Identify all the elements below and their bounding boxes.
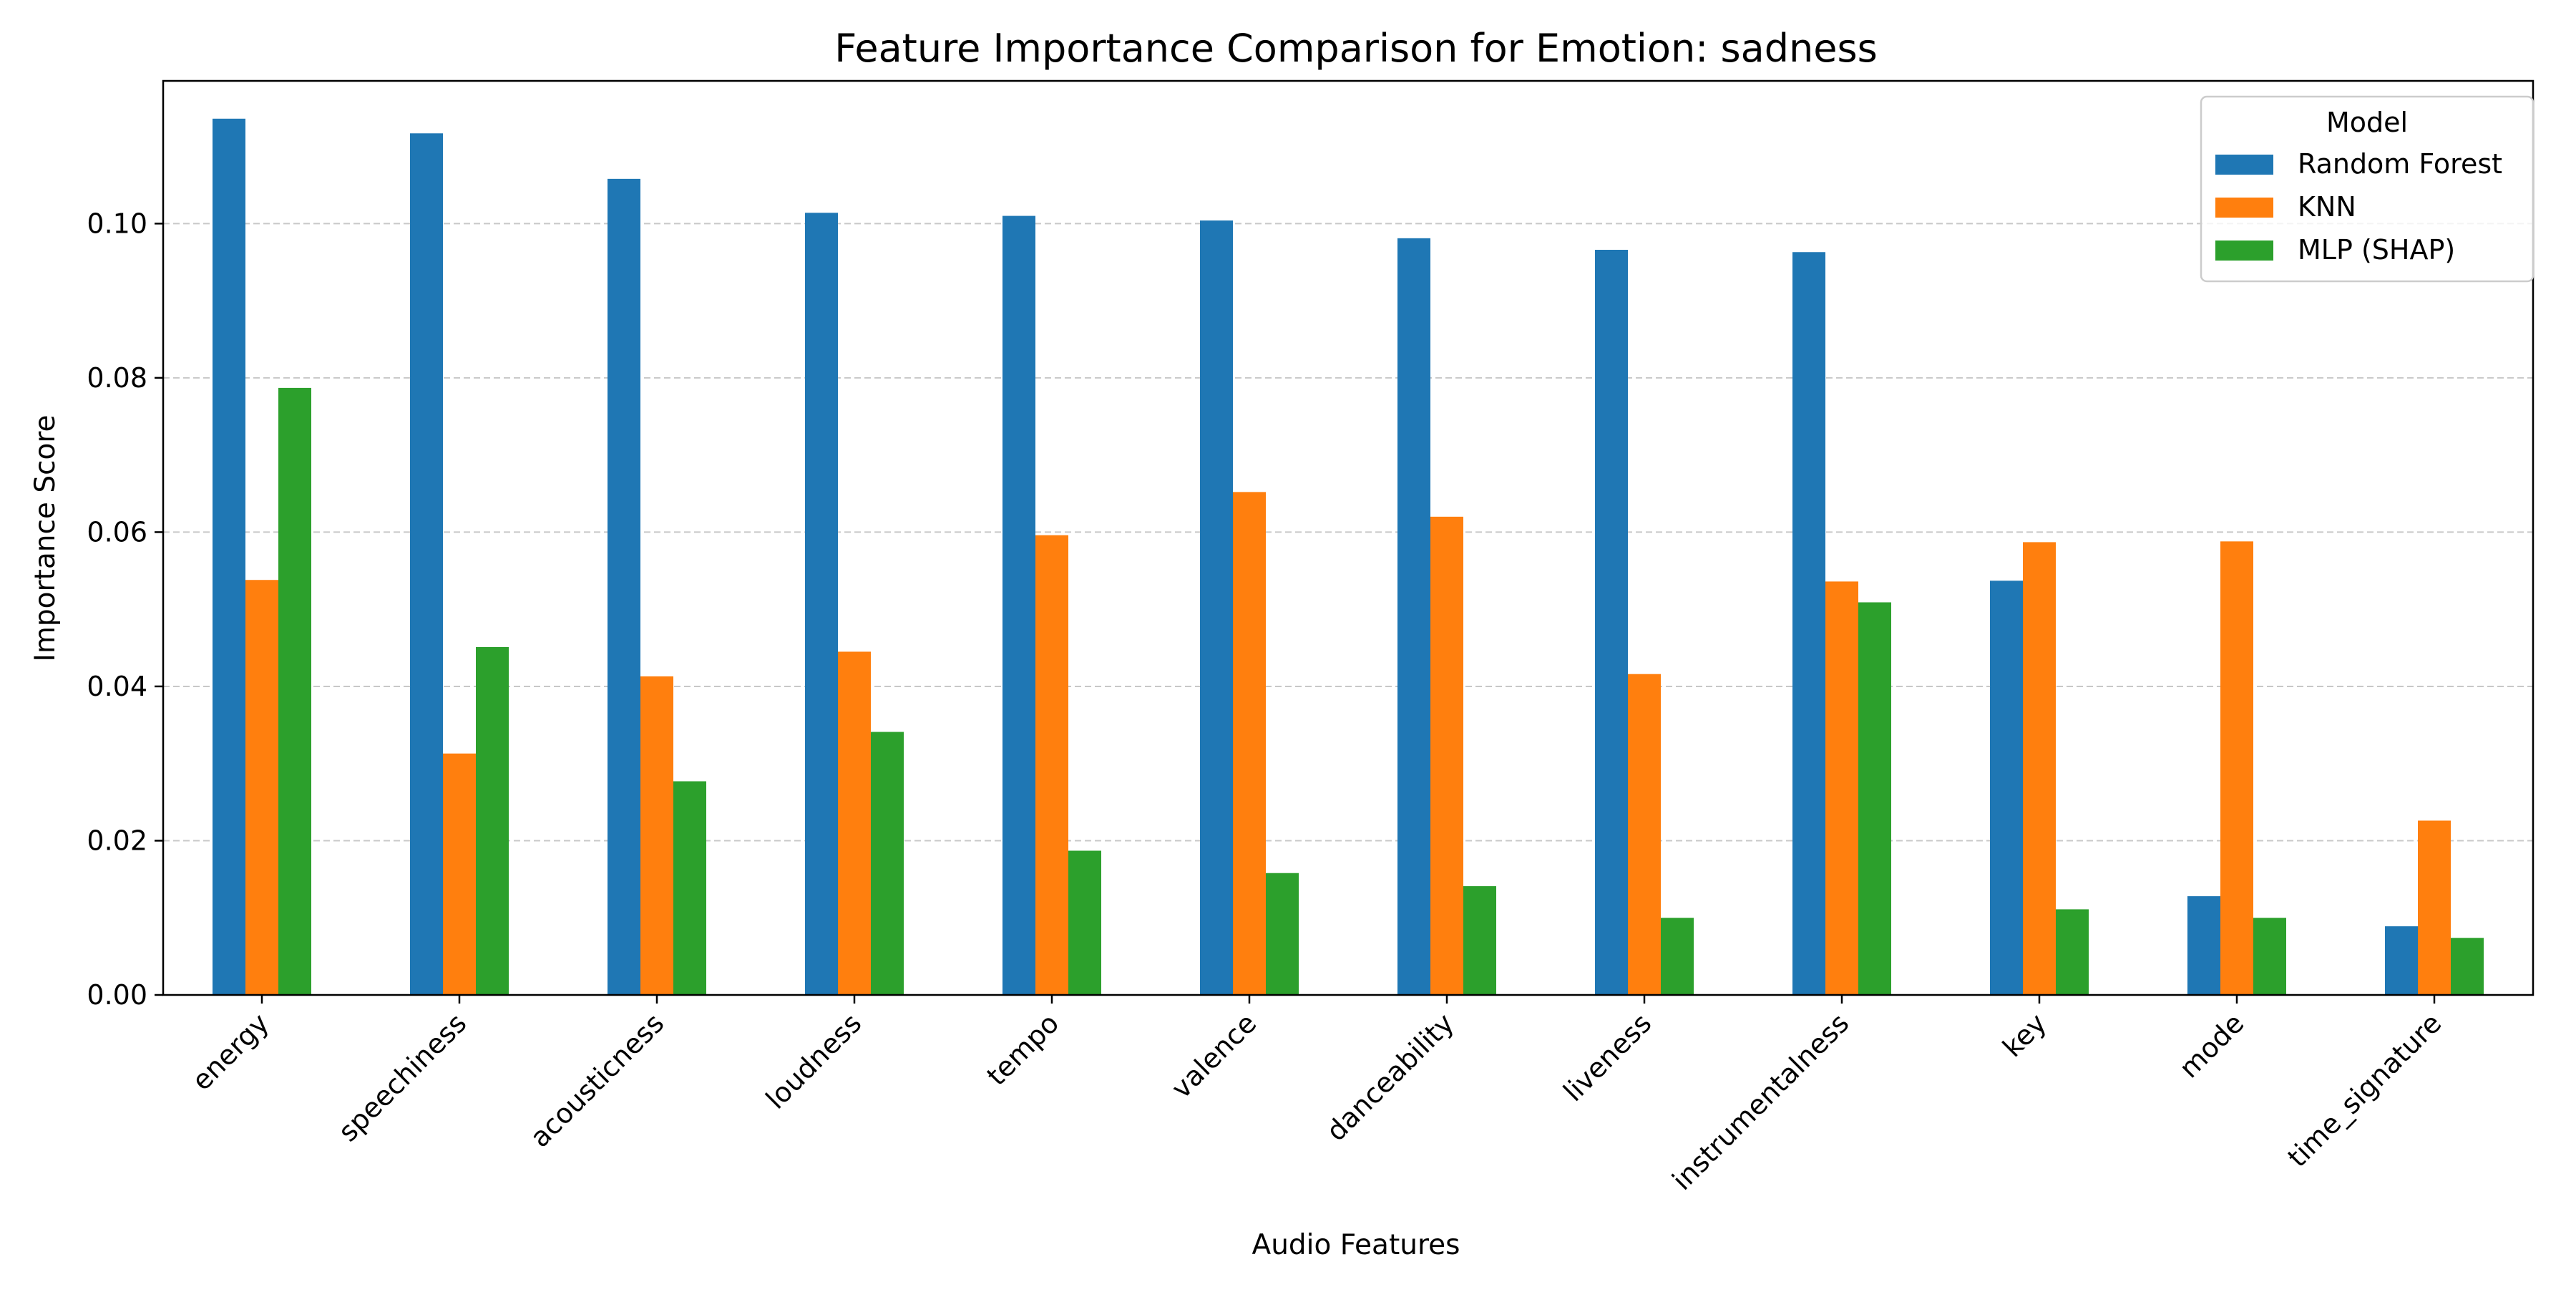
bar-energy-2 bbox=[278, 387, 311, 995]
bar-speechiness-1 bbox=[443, 753, 476, 995]
legend-title: Model bbox=[2326, 107, 2408, 138]
bar-tempo-2 bbox=[1068, 850, 1101, 995]
bar-danceability-1 bbox=[1430, 516, 1463, 995]
bar-time_signature-0 bbox=[2385, 926, 2418, 995]
gridlines bbox=[163, 223, 2533, 842]
y-tick-label: 0.08 bbox=[87, 362, 147, 394]
bar-acousticness-1 bbox=[640, 676, 673, 995]
bar-liveness-2 bbox=[1661, 918, 1694, 995]
bar-speechiness-0 bbox=[410, 133, 443, 996]
bar-energy-0 bbox=[213, 118, 245, 996]
legend-box bbox=[2200, 95, 2534, 283]
bar-time_signature-2 bbox=[2451, 938, 2484, 995]
bar-tempo-0 bbox=[1002, 215, 1035, 996]
bar-tempo-1 bbox=[1035, 535, 1068, 995]
y-tick-label: 0.06 bbox=[87, 516, 147, 548]
bar-liveness-1 bbox=[1628, 674, 1661, 995]
y-tick-label: 0.02 bbox=[87, 825, 147, 856]
legend: Model Random Forest KNN MLP (SHAP) bbox=[2200, 95, 2534, 283]
bar-loudness-2 bbox=[871, 732, 904, 995]
bar-mode-1 bbox=[2220, 541, 2253, 995]
legend-entry: KNN bbox=[2298, 191, 2356, 223]
chart-title: Feature Importance Comparison for Emotio… bbox=[834, 26, 1878, 71]
y-tick-label: 0.04 bbox=[87, 671, 147, 702]
legend-entry: MLP (SHAP) bbox=[2298, 234, 2455, 266]
legend-swatch bbox=[2215, 155, 2273, 175]
bar-energy-1 bbox=[245, 580, 278, 995]
bar-mode-0 bbox=[2187, 896, 2220, 995]
bar-instrumentalness-2 bbox=[1858, 602, 1891, 995]
legend-swatch bbox=[2215, 198, 2273, 218]
y-axis-ticks: 0.00 0.02 0.04 0.06 0.08 0.10 bbox=[87, 208, 163, 1011]
bar-time_signature-1 bbox=[2418, 820, 2451, 995]
bar-danceability-0 bbox=[1397, 238, 1430, 995]
bar-instrumentalness-1 bbox=[1825, 581, 1858, 995]
bar-speechiness-2 bbox=[476, 646, 509, 995]
legend-items: Random Forest KNN MLP (SHAP) bbox=[2215, 148, 2502, 266]
bar-instrumentalness-0 bbox=[1792, 252, 1825, 995]
bar-key-1 bbox=[2023, 542, 2056, 995]
bar-valence-0 bbox=[1200, 220, 1233, 996]
bar-key-0 bbox=[1990, 581, 2023, 995]
bar-loudness-0 bbox=[805, 213, 838, 996]
bar-key-2 bbox=[2056, 909, 2089, 995]
y-axis-label: Importance Score bbox=[29, 414, 62, 661]
bar-mode-2 bbox=[2253, 918, 2286, 995]
x-axis-label: Audio Features bbox=[1252, 1229, 1460, 1261]
bar-valence-2 bbox=[1266, 873, 1299, 995]
legend-entry: Random Forest bbox=[2298, 148, 2502, 180]
bars bbox=[213, 118, 2484, 996]
bar-valence-1 bbox=[1233, 492, 1266, 995]
bar-acousticness-2 bbox=[673, 781, 706, 995]
bar-liveness-0 bbox=[1595, 250, 1628, 995]
bar-loudness-1 bbox=[838, 651, 871, 995]
y-tick-label: 0.10 bbox=[87, 208, 147, 239]
legend-swatch bbox=[2215, 241, 2273, 261]
bar-acousticness-0 bbox=[608, 178, 640, 996]
plot-frame bbox=[162, 79, 2534, 996]
y-tick-label: 0.00 bbox=[87, 979, 147, 1011]
bar-danceability-2 bbox=[1463, 886, 1496, 995]
